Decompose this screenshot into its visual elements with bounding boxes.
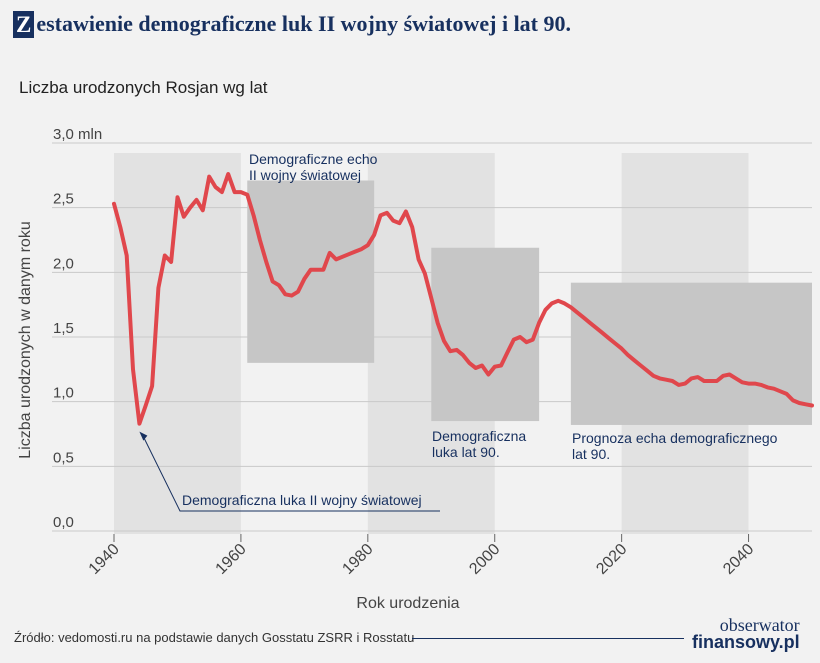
y-tick-label: 1,5: [53, 320, 74, 337]
x-tick-label: 1940: [86, 541, 123, 578]
annotation-label: Prognoza echa demograficznego: [572, 430, 778, 446]
series-line: [112, 172, 814, 426]
annotation-label: lat 90.: [572, 446, 610, 462]
title-initial-badge: Z: [13, 10, 35, 38]
source-note: Źródło: vedomosti.ru na podstawie danych…: [14, 630, 415, 645]
logo-top-text: obserwator: [719, 615, 800, 635]
y-tick-label: 2,5: [53, 191, 74, 208]
annotation-label: Demograficzna luka II wojny światowej: [182, 492, 422, 508]
source-divider: [412, 638, 684, 639]
y-tick-label: 3,0 mln: [53, 126, 102, 143]
annotation-label: luka lat 90.: [432, 444, 500, 460]
annotation-label: Demograficzna: [432, 428, 526, 444]
y-axis-title: Liczba urodzonych w danym roku: [17, 221, 34, 458]
x-tick-label: 2040: [720, 541, 757, 578]
chart-subtitle: Liczba urodzonych Rosjan wg lat: [19, 78, 268, 97]
annotation-label: II wojny światowej: [249, 167, 361, 183]
annotation-box: [431, 247, 540, 422]
y-tick-label: 1,0: [53, 385, 74, 402]
x-tick-label: 1960: [213, 541, 250, 578]
x-tick-label: 1980: [339, 541, 376, 578]
x-tick-label: 2020: [593, 541, 630, 578]
annotation-box: [570, 282, 812, 425]
annotation-arrowhead: [139, 431, 148, 441]
annotation-label: Demograficzne echo: [249, 151, 378, 167]
y-tick-label: 0,0: [53, 514, 74, 531]
page-title: Z estawienie demograficzne luk II wojny …: [13, 9, 571, 39]
brand-logo: obserwator finansowy.pl: [692, 615, 800, 652]
y-tick-label: 2,0: [53, 255, 74, 272]
logo-bottom-text: finansowy.pl: [692, 632, 800, 652]
y-tick-label: 0,5: [53, 449, 74, 466]
annotation-leader-line: [141, 434, 440, 512]
x-tick-label: 2000: [466, 541, 503, 578]
title-text: estawienie demograficzne luk II wojny św…: [36, 11, 572, 36]
x-axis-title: Rok urodzenia: [356, 595, 459, 612]
